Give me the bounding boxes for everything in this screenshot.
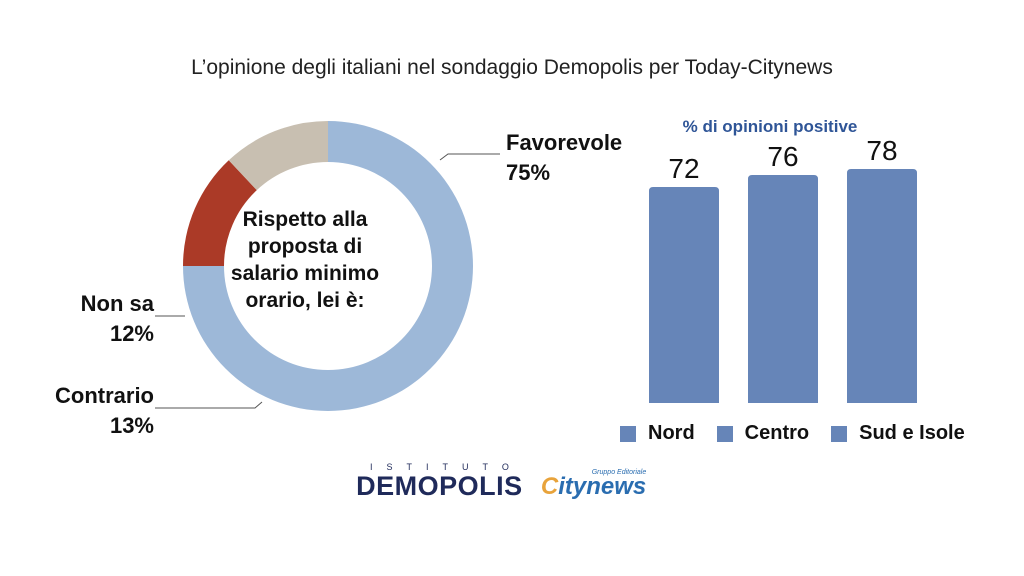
citynews-logo: Gruppo Editoriale Citynews bbox=[541, 469, 646, 500]
citynews-logo-c: C bbox=[540, 473, 559, 500]
demopolis-logo: ISTITUTO DEMOPOLIS bbox=[356, 462, 523, 500]
bar-value-label-centro: 76 bbox=[767, 141, 798, 172]
label-favorevole: Favorevole 75% bbox=[506, 128, 622, 188]
legend-label-centro: Centro bbox=[744, 422, 810, 444]
donut-center-text: Rispetto alla proposta di salario minimo… bbox=[230, 208, 380, 312]
demopolis-logo-subtitle: ISTITUTO bbox=[370, 462, 523, 472]
leader-lines bbox=[155, 153, 500, 409]
citynews-logo-group: Gruppo Editoriale bbox=[591, 469, 647, 476]
label-contrario-value: 13% bbox=[109, 413, 154, 438]
bar-value-label-nord: 72 bbox=[668, 153, 699, 184]
legend-swatch-centro bbox=[716, 425, 733, 442]
bar-legend: Nord Centro Sud e Isole bbox=[620, 422, 987, 445]
label-favorevole-value: 75% bbox=[506, 160, 551, 185]
label-non-sa: Non sa 12% bbox=[40, 289, 154, 349]
bar-chart-title: % di opinioni positive bbox=[682, 117, 858, 136]
leader-line-favorevole bbox=[439, 153, 500, 161]
donut-slice-non-sa bbox=[228, 121, 328, 191]
citynews-logo-name: Citynews bbox=[541, 474, 646, 500]
label-contrario-name: Contrario bbox=[55, 383, 154, 408]
bar-sud-e-isole bbox=[847, 169, 917, 403]
legend-label-sud: Sud e Isole bbox=[859, 422, 965, 444]
bar-centro bbox=[748, 175, 818, 403]
legend-swatch-nord bbox=[620, 425, 636, 442]
legend-item-nord: Nord bbox=[620, 422, 695, 445]
label-favorevole-name: Favorevole bbox=[506, 130, 623, 155]
citynews-logo-rest: itynews bbox=[558, 473, 647, 500]
label-contrario: Contrario 13% bbox=[30, 381, 154, 441]
label-non-sa-value: 12% bbox=[109, 321, 154, 346]
donut-slice-contrario bbox=[183, 160, 257, 266]
demopolis-logo-name: DEMOPOLIS bbox=[356, 471, 523, 501]
legend-item-sud: Sud e Isole bbox=[831, 422, 965, 445]
legend-label-nord: Nord bbox=[648, 422, 695, 444]
bar-chart: 72 76 78 bbox=[649, 135, 917, 403]
label-non-sa-name: Non sa bbox=[80, 291, 154, 316]
bar-value-label-sud-e-isole: 78 bbox=[866, 135, 897, 166]
footer-logos: ISTITUTO DEMOPOLIS Gruppo Editoriale Cit… bbox=[356, 462, 646, 500]
page-title: L’opinione degli italiani nel sondaggio … bbox=[191, 56, 833, 79]
bar-nord bbox=[649, 187, 719, 403]
legend-swatch-sud bbox=[831, 425, 848, 442]
legend-item-centro: Centro bbox=[716, 422, 810, 445]
donut-chart bbox=[183, 121, 473, 411]
leader-line-contrario bbox=[155, 401, 263, 409]
